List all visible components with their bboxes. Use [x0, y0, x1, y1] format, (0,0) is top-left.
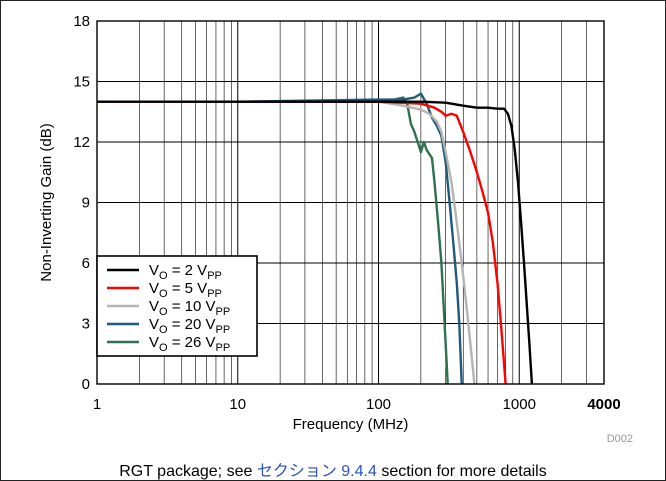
- legend-label: VO = 26 VPP: [149, 334, 230, 354]
- series-line-1: [97, 100, 534, 385]
- y-tick-label: 0: [82, 376, 90, 393]
- y-tick-label: 6: [82, 255, 90, 272]
- y-tick-label: 18: [73, 13, 90, 30]
- section-link-number[interactable]: 9.4.4: [341, 463, 377, 480]
- y-tick-label: 9: [82, 195, 90, 212]
- figure-caption: RGT package; see セクション 9.4.4 section for…: [1, 457, 665, 481]
- series-lines: [97, 92, 534, 385]
- legend-label: VO = 5 VPP: [149, 280, 222, 300]
- gain-vs-frequency-chart: 1 10 100 1000 4000 0 3 6 9 12 15 18 Frequency (MHz)…: [38, 13, 633, 445]
- x-tick-label: 1000: [503, 396, 536, 413]
- x-tick-label: 10: [229, 396, 246, 413]
- legend-label: VO = 2 VPP: [149, 262, 222, 282]
- caption-text-before: RGT package; see: [119, 463, 257, 480]
- y-tick-label: 3: [82, 316, 90, 333]
- x-tick-label: 1: [93, 396, 101, 413]
- x-tick-label: 100: [366, 396, 391, 413]
- y-tick-label: 12: [73, 134, 90, 151]
- y-tick-label: 15: [73, 74, 90, 91]
- y-axis-label: Non-Inverting Gain (dB): [38, 123, 55, 281]
- x-tick-label: 4000: [587, 396, 620, 413]
- section-link-word[interactable]: セクション: [256, 461, 337, 480]
- legend-label: VO = 20 VPP: [149, 316, 230, 336]
- plot-border: [96, 20, 605, 385]
- series-line-2: [97, 100, 507, 385]
- series-line-4: [97, 92, 463, 385]
- tick-labels: 1 10 100 1000 4000 0 3 6 9 12 15 18: [73, 13, 620, 413]
- x-axis-label: Frequency (MHz): [293, 416, 409, 433]
- legend-label: VO = 10 VPP: [149, 298, 230, 318]
- caption-text-after: section for more details: [376, 463, 547, 480]
- figure-id: D002: [607, 433, 633, 445]
